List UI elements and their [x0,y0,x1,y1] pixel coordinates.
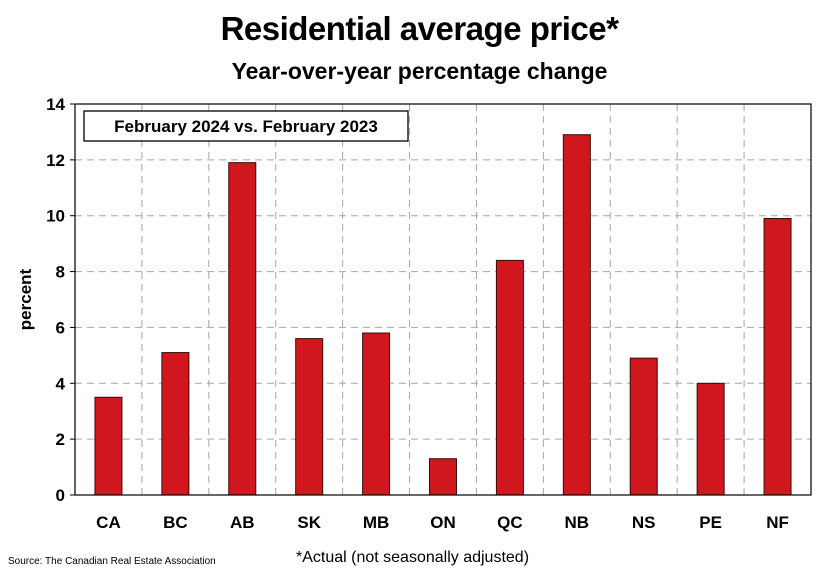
x-tick-label: PE [699,513,722,532]
bar-pe [696,382,725,496]
x-tick-label: MB [363,513,389,532]
bar-on [429,458,457,496]
plot-border [74,103,812,496]
y-tick-label: 14 [46,95,65,114]
y-tick-label: 0 [56,486,65,505]
bar-nb [562,134,591,496]
bar-bc [161,352,190,496]
y-tick-label: 6 [56,318,65,337]
bar-ns [629,357,658,496]
x-tick-label: BC [163,513,188,532]
x-tick-label: SK [297,513,321,532]
x-tick-label: QC [497,513,523,532]
x-tick-label: CA [96,513,121,532]
chart-subtitle: Year-over-year percentage change [231,58,608,84]
x-tick-label: NF [766,513,789,532]
y-tick-label: 4 [56,374,66,393]
y-tick-label: 8 [56,263,65,282]
bar-chart: 0 2 4 6 8 10 12 14 CA BC AB SK MB ON QC NB NS PE NF percent… [16,95,812,532]
x-tick-label: NS [632,513,656,532]
footnote: *Actual (not seasonally adjusted) [296,549,530,566]
bar-mb [362,332,391,496]
bar-qc [495,259,524,496]
source-note: Source: The Canadian Real Estate Associa… [8,556,216,567]
y-tick-label: 2 [56,430,65,449]
annotation-text: February 2024 vs. February 2023 [114,117,378,136]
x-tick-label: NB [565,513,590,532]
bar-ca [94,396,123,496]
chart-title: Residential average price* [220,10,619,47]
y-tick-label: 12 [46,151,65,170]
annotation-box [83,110,409,142]
x-tick-label: ON [430,513,456,532]
bar-nf [763,218,792,496]
y-axis-label: percent [16,268,35,330]
x-tick-label: AB [230,513,255,532]
y-tick-label: 10 [46,207,65,226]
bar-sk [295,338,324,496]
bar-ab [228,162,257,496]
